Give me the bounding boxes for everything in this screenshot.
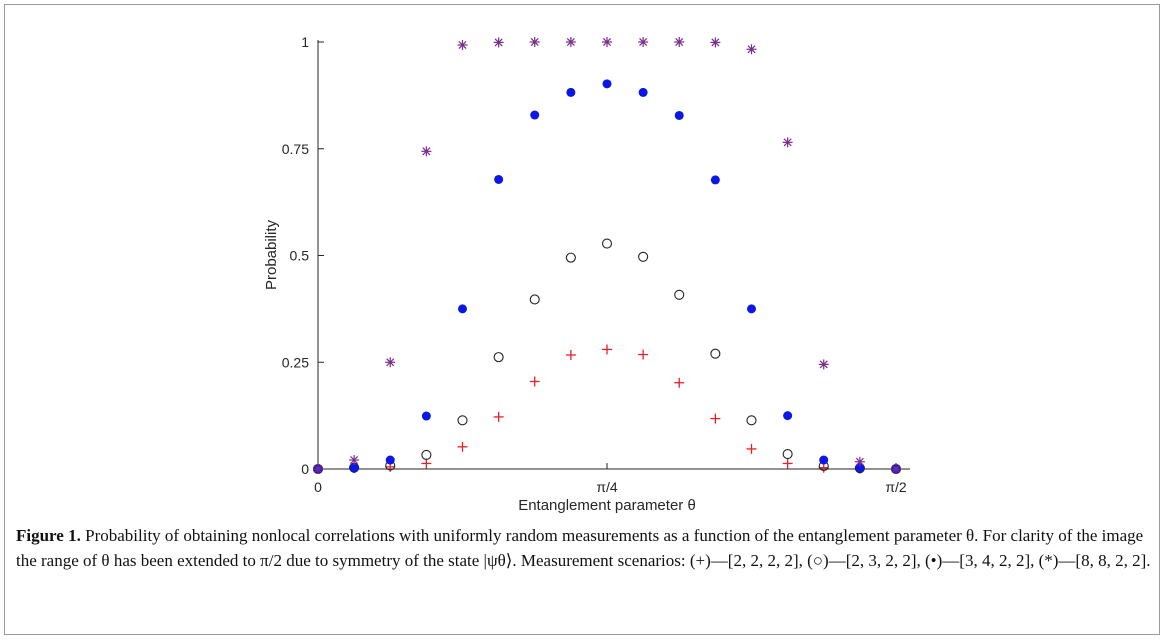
data-point-asterisk xyxy=(746,44,757,55)
caption-text: Probability of obtaining nonlocal correl… xyxy=(16,526,1151,570)
data-point-asterisk xyxy=(493,37,504,48)
data-point-asterisk xyxy=(891,464,901,474)
data-point-dot xyxy=(349,463,359,473)
y-tick-label: 1 xyxy=(301,34,309,50)
data-point-plus xyxy=(674,377,685,388)
data-point-dot xyxy=(710,175,720,185)
data-point-dot xyxy=(458,304,467,314)
data-point-asterisk xyxy=(421,146,432,157)
x-tick-label: 0 xyxy=(314,479,322,495)
data-point-circle xyxy=(674,289,685,300)
y-tick-label: 0.5 xyxy=(290,248,310,264)
data-point-asterisk xyxy=(385,357,396,368)
data-point-asterisk xyxy=(674,37,685,47)
data-point-dot xyxy=(855,463,865,473)
data-point-plus xyxy=(782,458,793,469)
data-point-plus xyxy=(421,458,432,469)
data-point-asterisk xyxy=(602,37,612,47)
scatter-chart: 0 0.25 0.5 0.75 1 0 π/4 π/2 Entanglement parame… xyxy=(263,34,910,514)
data-point-plus xyxy=(746,443,757,454)
data-point-dot xyxy=(494,174,504,184)
series-filled-dot xyxy=(313,79,901,474)
data-point-asterisk xyxy=(818,359,829,370)
data-point-plus xyxy=(529,376,540,387)
data-point-plus xyxy=(457,441,468,452)
series-plus xyxy=(313,344,901,474)
data-point-circle xyxy=(421,449,432,460)
figure-caption: Figure 1. Probability of obtaining nonlo… xyxy=(16,523,1152,573)
data-point-circle xyxy=(565,252,576,263)
data-point-circle xyxy=(493,352,504,363)
data-point-dot xyxy=(385,455,395,465)
data-point-plus xyxy=(493,411,504,422)
y-tick-label: 0.25 xyxy=(282,354,309,370)
data-point-circle xyxy=(710,348,721,359)
data-point-asterisk xyxy=(349,455,360,466)
data-point-circle xyxy=(457,415,468,426)
data-point-circle xyxy=(746,415,757,426)
data-point-plus xyxy=(565,349,576,360)
data-point-dot xyxy=(783,411,793,421)
axes: 0 0.25 0.5 0.75 1 0 π/4 π/2 xyxy=(282,34,910,495)
data-point-asterisk xyxy=(529,37,540,47)
data-point-circle xyxy=(782,449,793,460)
x-tick-label: π/2 xyxy=(885,479,907,495)
data-point-dot xyxy=(602,79,612,89)
data-point-dot xyxy=(566,87,576,97)
data-point-asterisk xyxy=(457,39,468,50)
data-point-asterisk xyxy=(854,456,865,467)
data-marks xyxy=(312,37,902,475)
data-point-asterisk xyxy=(313,464,323,474)
y-axis-label: Probability xyxy=(263,219,280,290)
x-axis-label: Entanglement parameter θ xyxy=(518,497,696,514)
y-tick-label: 0.75 xyxy=(282,141,309,157)
data-point-circle xyxy=(638,251,649,262)
data-point-dot xyxy=(638,87,648,97)
data-point-plus xyxy=(710,413,721,424)
data-point-asterisk xyxy=(638,37,649,47)
data-point-dot xyxy=(674,110,684,120)
x-tick-label: π/4 xyxy=(596,479,618,495)
data-point-plus xyxy=(602,344,612,355)
data-point-dot xyxy=(747,304,756,314)
data-point-circle xyxy=(601,238,613,249)
data-point-dot xyxy=(819,455,829,465)
data-point-dot xyxy=(530,110,540,120)
data-point-circle xyxy=(529,294,540,305)
series-asterisk xyxy=(313,37,901,474)
series-open-circle xyxy=(312,238,902,475)
data-point-dot xyxy=(421,411,431,421)
data-point-asterisk xyxy=(782,137,793,148)
caption-label: Figure 1. xyxy=(16,526,81,545)
data-point-asterisk xyxy=(565,37,576,47)
data-point-asterisk xyxy=(710,37,721,48)
figure-frame xyxy=(4,4,1160,635)
y-tick-label: 0 xyxy=(301,461,309,477)
data-point-plus xyxy=(638,349,649,360)
